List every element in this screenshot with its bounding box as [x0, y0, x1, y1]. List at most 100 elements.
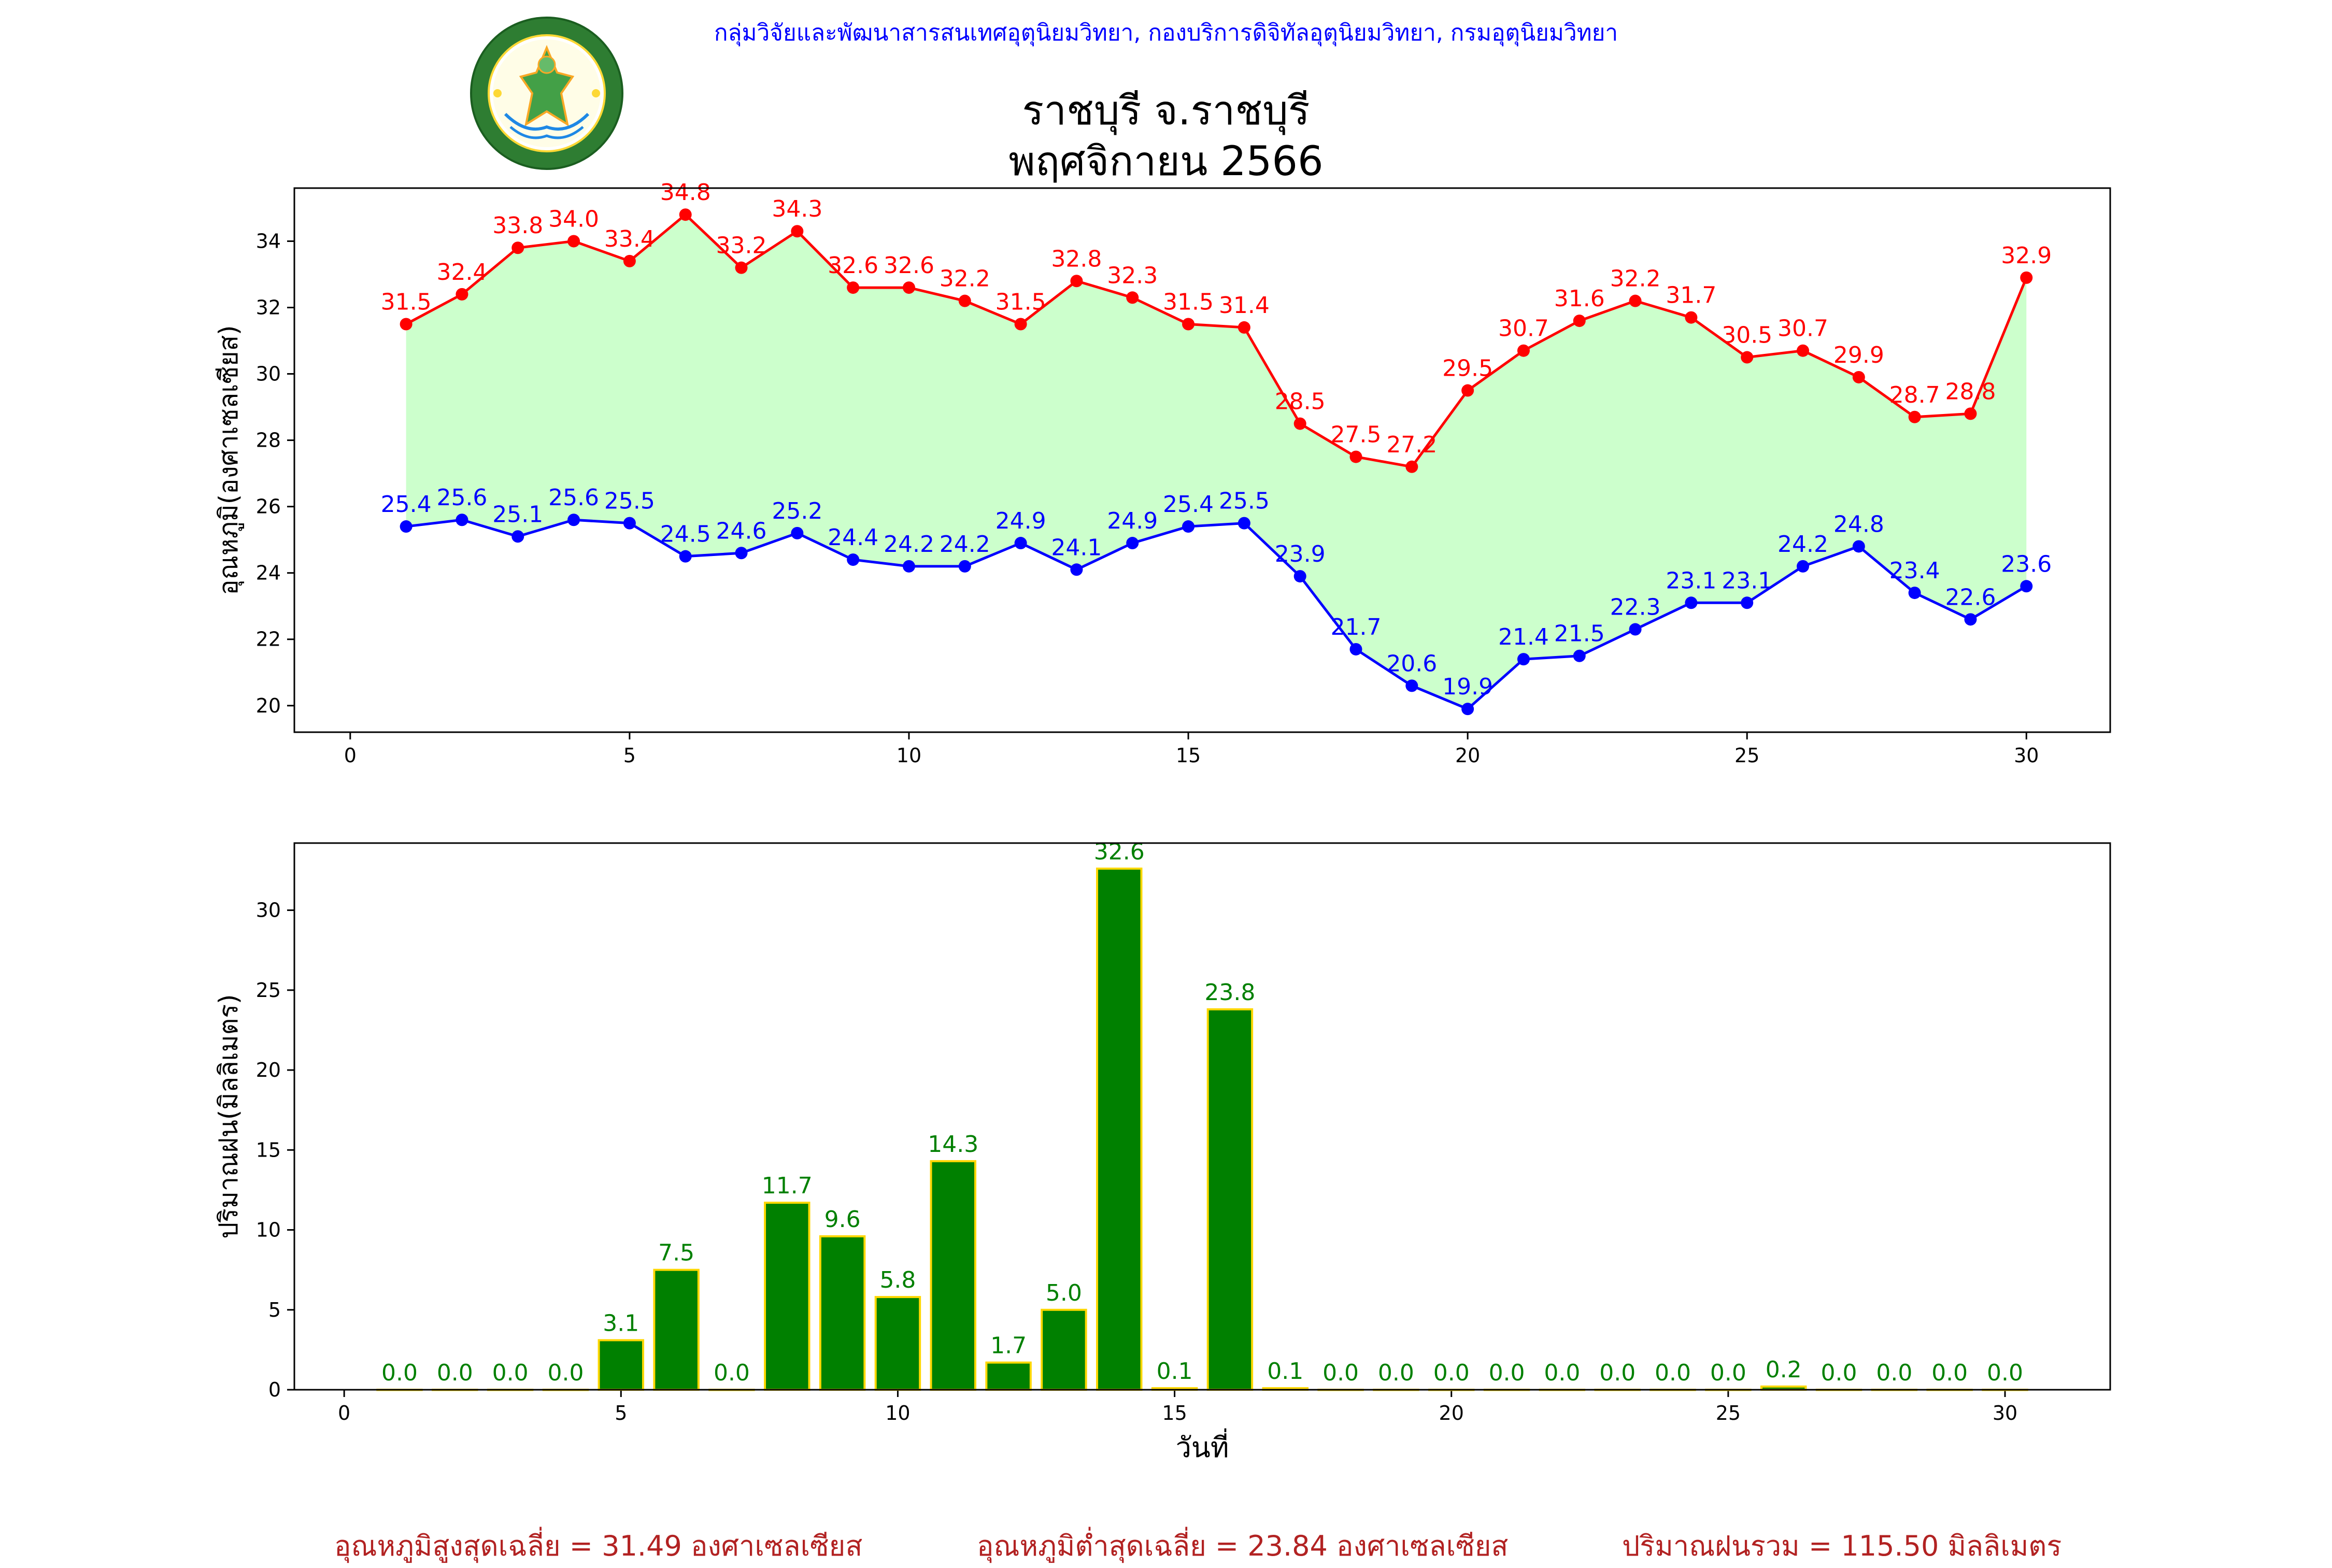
rain-data-label: 0.2	[1766, 1357, 1802, 1383]
tmax-point	[1405, 460, 1418, 473]
rain-data-label: 0.0	[1599, 1360, 1636, 1386]
rain-bar	[1041, 1308, 1087, 1391]
tmax-data-label: 33.2	[716, 233, 767, 259]
tmin-point	[1014, 537, 1027, 550]
tmin-point	[1349, 643, 1362, 655]
rain-bar	[985, 1361, 1032, 1391]
tmax-point	[958, 294, 971, 307]
temp-x-tick-label: 30	[2014, 744, 2039, 767]
tmax-data-label: 33.4	[604, 226, 655, 252]
tmin-data-label: 24.2	[884, 531, 934, 558]
tmax-data-label: 32.4	[436, 259, 487, 286]
rain-data-label: 0.0	[1489, 1360, 1525, 1386]
tmax-point	[679, 208, 692, 221]
tmax-point	[2020, 271, 2033, 284]
tmax-data-label: 28.8	[1945, 378, 1996, 405]
tmax-data-label: 29.5	[1442, 355, 1493, 382]
tmax-point	[902, 281, 915, 294]
tmax-data-label: 27.5	[1331, 422, 1382, 448]
temp-y-tick-label: 34	[256, 230, 281, 252]
temp-y-tick-label: 24	[256, 562, 281, 585]
tmin-point	[679, 550, 692, 563]
tmax-data-label: 31.6	[1554, 286, 1605, 312]
tmin-data-label: 24.2	[1778, 531, 1828, 558]
tmax-point	[1014, 318, 1027, 331]
temp-x-tick-label: 15	[1176, 744, 1201, 767]
temp-y-tick-label: 22	[256, 628, 281, 651]
rain-data-label: 0.0	[1987, 1360, 2023, 1386]
tmin-point	[400, 520, 413, 533]
rain-data-label: 0.1	[1157, 1358, 1193, 1385]
tmin-point	[623, 517, 636, 530]
rain-bar	[1206, 1008, 1254, 1391]
tmax-point	[1238, 321, 1250, 334]
tmin-line	[406, 518, 2027, 711]
tmax-point	[847, 281, 860, 294]
tmax-data-label: 32.2	[940, 266, 990, 292]
tmin-point	[791, 526, 804, 539]
rain-x-axis-label: วันที่	[1176, 1428, 1229, 1464]
tmax-data-label: 27.2	[1386, 432, 1437, 458]
tmin-data-label: 25.6	[436, 484, 487, 511]
tmin-point	[1685, 596, 1698, 609]
tmax-point	[1741, 351, 1754, 364]
tmax-point	[400, 318, 413, 331]
rain-y-tick-label: 20	[256, 1059, 281, 1081]
tmin-data-label: 21.7	[1331, 614, 1382, 640]
temp-axes-frame	[293, 187, 2111, 733]
tmin-point	[2020, 580, 2033, 593]
tmax-data-label: 34.8	[660, 179, 711, 206]
temp-y-tick-label: 26	[256, 495, 281, 518]
tmax-data-label: 31.5	[381, 289, 432, 316]
rain-data-label: 1.7	[990, 1333, 1027, 1359]
rain-y-tick-label: 25	[256, 979, 281, 1002]
tmin-data-label: 25.5	[1219, 488, 1270, 515]
rain-bar	[819, 1235, 866, 1391]
tmin-point	[1517, 653, 1530, 666]
tmin-point	[511, 530, 524, 543]
total-rain-text: ปริมาณฝนรวม = 115.50 มิลลิเมตร	[1622, 1530, 2062, 1562]
tmax-point	[567, 235, 580, 248]
rain-y-axis-label: ปริมาณฝน(มิลลิเมตร)	[214, 994, 244, 1238]
temp-x-tick-label: 10	[897, 744, 921, 767]
rain-data-label: 11.7	[762, 1173, 813, 1199]
tmax-data-label: 32.2	[1610, 266, 1661, 292]
rain-x-tick-label: 0	[338, 1402, 350, 1424]
tmin-point	[1908, 587, 1921, 600]
rain-y-tick-label: 5	[268, 1299, 281, 1321]
tmax-point	[1964, 407, 1977, 420]
tmin-data-label: 24.6	[716, 518, 767, 544]
tmax-data-label: 34.3	[772, 196, 822, 222]
tmax-point	[791, 225, 804, 238]
temp-y-tick-label: 28	[256, 429, 281, 452]
rain-data-label: 0.0	[547, 1360, 584, 1386]
tmax-data-label: 28.5	[1275, 389, 1326, 415]
chart-title: ราชบุรี จ.ราชบุรี พฤศจิกายน 2566	[0, 85, 2332, 187]
tmax-data-label: 32.6	[828, 252, 878, 279]
rain-data-label: 0.0	[1821, 1360, 1857, 1386]
tmax-data-label: 34.0	[548, 206, 599, 232]
tmax-point	[1908, 410, 1921, 423]
tmin-data-label: 25.5	[604, 488, 655, 515]
tmin-point	[1126, 537, 1139, 550]
rain-x-tick-label: 5	[615, 1402, 627, 1424]
rain-x-tick-label: 20	[1439, 1402, 1464, 1424]
tmax-point	[1349, 450, 1362, 463]
tmax-data-label: 33.8	[492, 212, 543, 239]
tmin-data-label: 24.4	[828, 524, 878, 551]
rain-y-tick-label: 15	[256, 1138, 281, 1161]
rain-data-label: 14.3	[928, 1131, 978, 1158]
temp-x-tick-label: 25	[1734, 744, 1759, 767]
rain-bar	[653, 1268, 700, 1391]
tmax-point	[456, 288, 468, 301]
tmax-line	[405, 212, 2028, 468]
rain-data-label: 0.0	[492, 1360, 529, 1386]
tmin-point	[1182, 520, 1195, 533]
rain-x-tick-label: 15	[1162, 1402, 1187, 1424]
tmin-data-label: 23.1	[1666, 567, 1716, 594]
tmin-data-label: 22.3	[1610, 594, 1661, 621]
rain-data-label: 0.0	[1544, 1360, 1580, 1386]
rain-data-label: 3.1	[603, 1310, 639, 1336]
tmax-point	[511, 241, 524, 254]
rain-x-tick-label: 30	[1993, 1402, 2017, 1424]
